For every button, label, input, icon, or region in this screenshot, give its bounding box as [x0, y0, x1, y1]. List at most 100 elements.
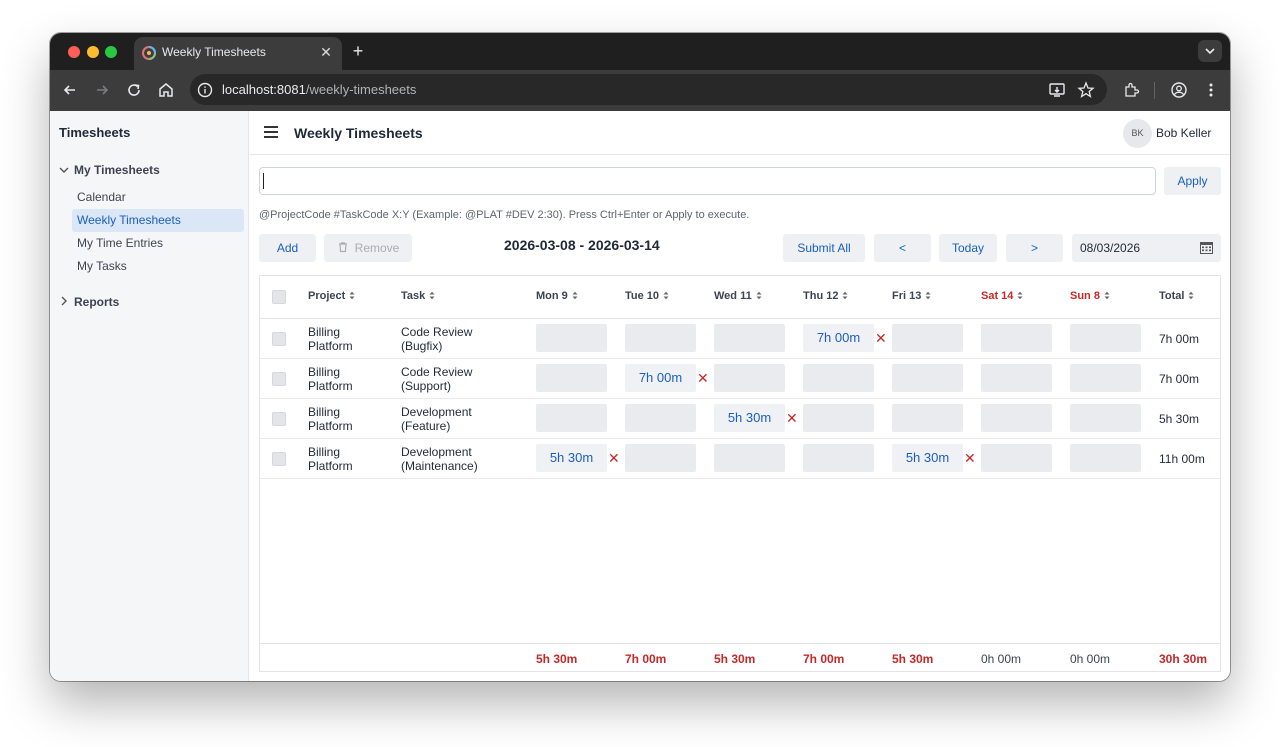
footer-grand-total: 30h 30m: [1159, 652, 1208, 666]
table-row: Billing Platform Development (Feature) 5h 30…: [260, 399, 1220, 439]
hours-input[interactable]: [1070, 364, 1141, 392]
hours-input[interactable]: 5h 30m: [714, 404, 785, 432]
column-header-day-thu[interactable]: Thu 12: [803, 290, 848, 302]
user-name[interactable]: Bob Keller: [1156, 126, 1212, 140]
home-icon[interactable]: [156, 80, 176, 100]
sidebar-item-my-time-entries[interactable]: My Time Entries: [77, 236, 164, 250]
sidebar-group-reports[interactable]: Reports: [59, 295, 119, 313]
table-row: Billing Platform Code Review (Support) 7h 00…: [260, 359, 1220, 399]
profile-icon[interactable]: [1169, 80, 1189, 100]
hours-input[interactable]: [714, 364, 785, 392]
url-text: localhost:8081/weekly-timesheets: [222, 82, 416, 97]
hours-input[interactable]: [981, 404, 1052, 432]
reload-icon[interactable]: [124, 80, 144, 100]
hours-input[interactable]: [714, 444, 785, 472]
column-header-day-sat[interactable]: Sat 14: [981, 290, 1023, 302]
row-checkbox[interactable]: [272, 372, 286, 386]
bookmark-star-icon[interactable]: [1076, 80, 1096, 100]
maximize-window-button[interactable]: [105, 46, 117, 58]
hours-input[interactable]: [803, 404, 874, 432]
sidebar-group-my-timesheets[interactable]: My Timesheets: [59, 163, 160, 181]
hours-input[interactable]: [981, 444, 1052, 472]
hours-input[interactable]: 5h 30m: [536, 444, 607, 472]
project-name-line: Platform: [308, 379, 353, 393]
row-checkbox[interactable]: [272, 332, 286, 346]
calendar-icon[interactable]: [1200, 241, 1213, 254]
column-header-day-tue[interactable]: Tue 10: [625, 290, 669, 302]
delete-entry-icon[interactable]: ✕: [608, 450, 620, 466]
next-week-button[interactable]: >: [1006, 234, 1063, 262]
hours-input[interactable]: [803, 364, 874, 392]
column-header-project[interactable]: Project: [308, 290, 355, 302]
hours-input[interactable]: 7h 00m: [803, 324, 874, 352]
previous-week-button[interactable]: <: [874, 234, 931, 262]
project-name-line: Platform: [308, 419, 353, 433]
apply-button[interactable]: Apply: [1164, 167, 1221, 195]
site-info-icon[interactable]: [196, 81, 214, 99]
hours-input[interactable]: [892, 364, 963, 392]
hours-input[interactable]: [1070, 324, 1141, 352]
sidebar-item-weekly-timesheets[interactable]: Weekly Timesheets: [72, 209, 244, 232]
tab-close-icon[interactable]: ✕: [320, 44, 332, 60]
address-bar[interactable]: localhost:8081/weekly-timesheets: [190, 74, 1107, 105]
footer-total-fri: 5h 30m: [892, 652, 934, 666]
project-name-line: Billing: [308, 445, 341, 459]
extensions-icon[interactable]: [1121, 80, 1141, 100]
hours-input[interactable]: [1070, 404, 1141, 432]
page-title: Weekly Timesheets: [294, 125, 423, 141]
delete-entry-icon[interactable]: ✕: [875, 330, 887, 346]
hours-input[interactable]: [625, 444, 696, 472]
hours-input[interactable]: [892, 404, 963, 432]
install-app-icon[interactable]: [1047, 80, 1067, 100]
sidebar-item-my-tasks[interactable]: My Tasks: [77, 259, 127, 273]
new-tab-icon[interactable]: +: [352, 41, 364, 61]
today-button[interactable]: Today: [939, 234, 997, 262]
hours-input[interactable]: [536, 324, 607, 352]
project-cell: Billing Platform: [308, 445, 353, 473]
hours-input[interactable]: 5h 30m: [892, 444, 963, 472]
browser-menu-icon[interactable]: [1201, 80, 1221, 100]
row-checkbox[interactable]: [272, 412, 286, 426]
hours-input[interactable]: [981, 324, 1052, 352]
footer-total-thu: 7h 00m: [803, 652, 845, 666]
browser-tab[interactable]: Weekly Timesheets ✕: [134, 37, 342, 70]
hours-input[interactable]: [803, 444, 874, 472]
column-header-day-sun[interactable]: Sun 8: [1070, 290, 1110, 302]
select-all-checkbox[interactable]: [272, 290, 286, 304]
hours-input[interactable]: [536, 364, 607, 392]
delete-entry-icon[interactable]: ✕: [786, 410, 798, 426]
hours-input[interactable]: [625, 404, 696, 432]
column-header-day-mon[interactable]: Mon 9: [536, 290, 578, 302]
hours-input[interactable]: [1070, 444, 1141, 472]
column-header-day-fri[interactable]: Fri 13: [892, 290, 931, 302]
column-header-day-wed[interactable]: Wed 11: [714, 290, 762, 302]
sidebar-item-calendar[interactable]: Calendar: [77, 190, 126, 204]
hours-input[interactable]: [714, 324, 785, 352]
avatar[interactable]: BK: [1123, 119, 1152, 148]
remove-button[interactable]: Remove: [324, 234, 412, 262]
project-cell: Billing Platform: [308, 325, 353, 353]
column-header-task[interactable]: Task: [401, 290, 435, 302]
hours-input[interactable]: [892, 324, 963, 352]
hours-input[interactable]: 7h 00m: [625, 364, 696, 392]
tab-search-button[interactable]: [1198, 40, 1222, 62]
forward-icon[interactable]: [92, 80, 112, 100]
back-icon[interactable]: [60, 80, 80, 100]
delete-entry-icon[interactable]: ✕: [964, 450, 976, 466]
row-checkbox[interactable]: [272, 452, 286, 466]
column-header-total[interactable]: Total: [1159, 290, 1194, 302]
table-row: Billing Platform Development (Maintenance) 5…: [260, 439, 1220, 479]
add-button[interactable]: Add: [259, 234, 316, 262]
submit-all-button[interactable]: Submit All: [783, 234, 865, 262]
task-name-line: (Feature): [401, 419, 451, 433]
date-picker[interactable]: 08/03/2026: [1072, 234, 1221, 262]
hours-input[interactable]: [625, 324, 696, 352]
close-window-button[interactable]: [68, 46, 80, 58]
hamburger-menu-icon[interactable]: [264, 126, 278, 138]
quick-entry-input[interactable]: [259, 167, 1156, 195]
delete-entry-icon[interactable]: ✕: [697, 370, 709, 386]
hours-input[interactable]: [981, 364, 1052, 392]
hours-input[interactable]: [536, 404, 607, 432]
sort-icon: [756, 291, 762, 300]
minimize-window-button[interactable]: [87, 46, 99, 58]
